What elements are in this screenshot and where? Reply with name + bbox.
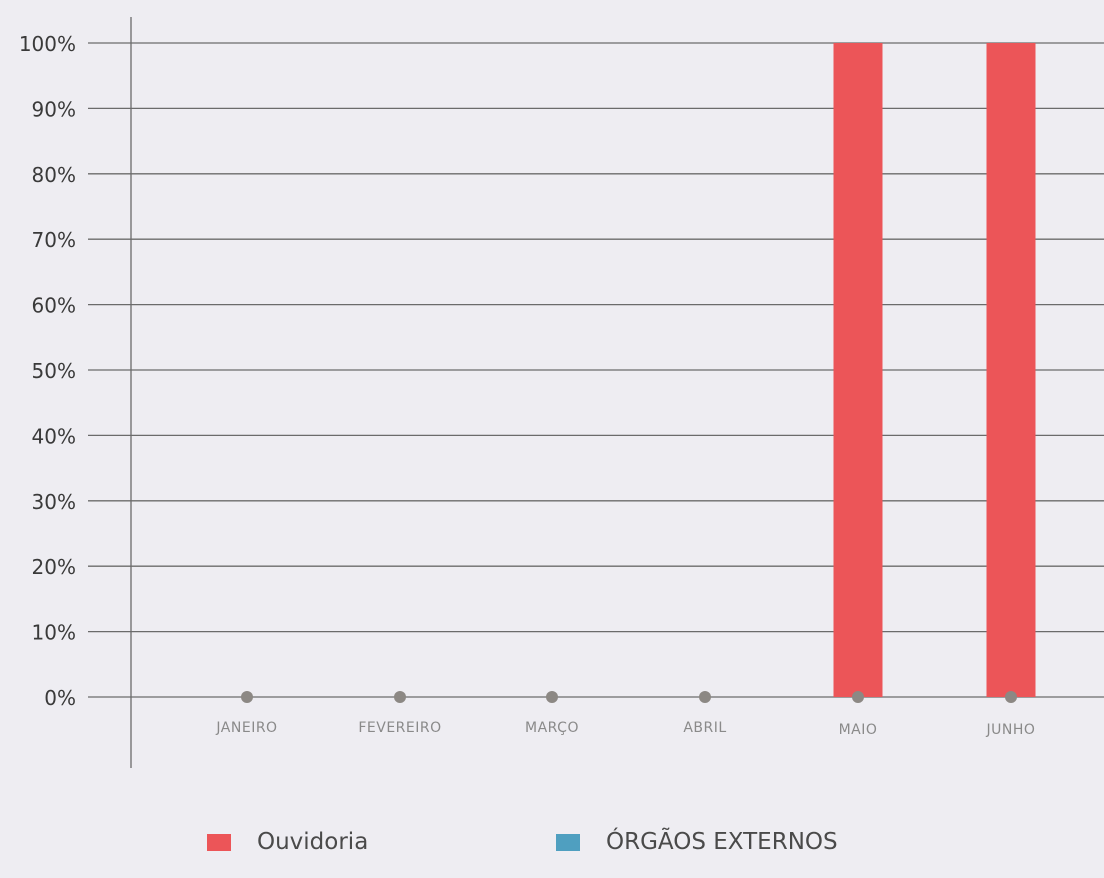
category-marker [394, 691, 406, 703]
legend-label-orgaos-externos: ÓRGÃOS EXTERNOS [606, 829, 838, 855]
legend-item-ouvidoria[interactable]: Ouvidoria [207, 822, 368, 862]
gridlines [88, 42, 1104, 698]
category-marker [852, 691, 864, 703]
x-tick-label: ABRIL [683, 720, 726, 736]
x-tick-labels: JANEIRO FEVEREIRO MARÇO ABRIL MAIO JUNHO [215, 720, 1035, 738]
bar [986, 43, 1036, 697]
y-tick-labels: 0% 10% 20% 30% 40% 50% 60% 70% 80% 90% 100% [19, 32, 76, 710]
category-marker [241, 691, 253, 703]
legend-item-orgaos-externos[interactable]: ÓRGÃOS EXTERNOS [556, 822, 838, 862]
x-tick-label: FEVEREIRO [358, 720, 441, 736]
y-tick-label: 20% [32, 555, 76, 579]
y-tick-label: 50% [32, 359, 76, 383]
y-tick-label: 40% [32, 424, 76, 448]
x-tick-label: MARÇO [525, 720, 579, 736]
y-tick-label: 30% [32, 490, 76, 514]
x-tick-label: MAIO [839, 722, 878, 738]
y-tick-label: 70% [32, 228, 76, 252]
y-tick-label: 80% [32, 163, 76, 187]
bar [833, 43, 883, 697]
category-marker [699, 691, 711, 703]
y-tick-label: 0% [44, 686, 76, 710]
legend-swatch-ouvidoria [207, 833, 231, 851]
legend-label-ouvidoria: Ouvidoria [257, 829, 369, 855]
category-marker [546, 691, 558, 703]
x-tick-label: JUNHO [986, 722, 1036, 738]
bars [833, 43, 1036, 697]
category-markers [241, 691, 1017, 703]
y-tick-label: 100% [19, 32, 76, 56]
y-tick-label: 10% [32, 621, 76, 645]
y-tick-label: 90% [32, 97, 76, 121]
legend: Ouvidoria ÓRGÃOS EXTERNOS [0, 822, 1104, 862]
legend-swatch-orgaos-externos [556, 833, 580, 851]
category-marker [1005, 691, 1017, 703]
x-tick-label: JANEIRO [215, 720, 277, 736]
y-tick-label: 60% [32, 294, 76, 318]
